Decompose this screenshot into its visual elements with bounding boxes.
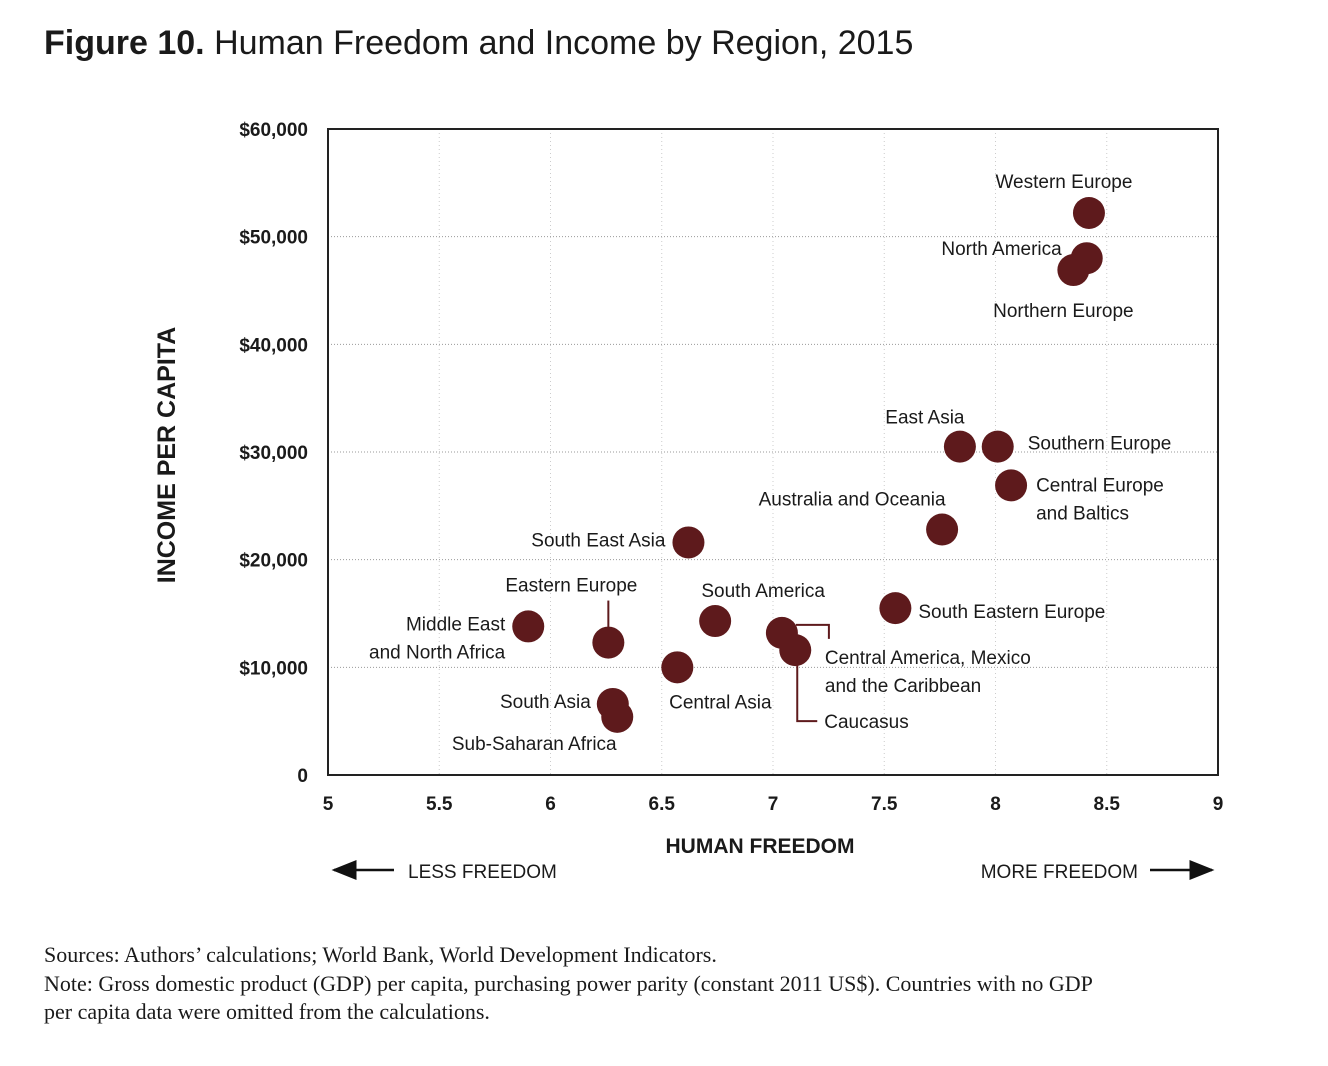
leader-line [796,662,818,723]
point-label: Central Europe [1036,475,1164,496]
point-label: Northern Europe [993,301,1133,322]
point-label: Australia and Oceania [759,490,946,511]
point [1057,254,1090,287]
point-label: South East Asia [531,530,666,551]
title-prefix: Figure 10. [44,24,205,62]
x-tick-label: 7 [768,794,779,815]
point [512,610,545,643]
x-axis-label: HUMAN FREEDOM [666,835,855,858]
point [926,513,959,546]
point-label: South America [701,581,825,602]
point [601,700,634,733]
chart-title: Figure 10. Human Freedom and Income by R… [44,24,913,62]
annotation: LESS FREEDOM [408,862,557,883]
y-tick-label: $40,000 [239,335,308,356]
plot-frame [327,128,1219,776]
point [943,430,976,463]
leader-line [795,623,830,639]
point [779,634,812,667]
x-tick-label: 7.5 [871,794,898,815]
point [661,651,694,684]
title-text: Human Freedom and Income by Region, 2015 [214,24,913,62]
point-label: Central Asia [669,692,772,713]
x-tick-label: 6 [545,794,556,815]
point [981,430,1014,463]
x-tick-label: 5.5 [426,794,453,815]
note: per capita data were omitted from the ca… [44,999,490,1024]
point-label: South Eastern Europe [918,602,1105,623]
point [592,626,625,659]
point-label: and the Caribbean [825,676,981,697]
point [995,469,1028,502]
point [672,526,705,559]
y-tick-label: $10,000 [239,658,308,679]
point-label: Central America, Mexico [825,648,1031,669]
y-tick-label: $30,000 [239,443,308,464]
point [1072,196,1105,229]
point-label: Southern Europe [1028,434,1172,455]
annotation: MORE FREEDOM [981,862,1138,883]
y-tick-label: $50,000 [239,228,308,249]
point-label: East Asia [885,408,965,429]
note: Note: Gross domestic product (GDP) per c… [44,971,1093,996]
point [879,592,912,625]
point-label: Western Europe [995,172,1132,193]
point-label: and North Africa [369,642,506,663]
y-tick-label: $20,000 [239,551,308,572]
point-label: Sub-Saharan Africa [452,734,617,755]
x-tick-label: 5 [323,794,334,815]
y-tick-label: 0 [297,766,308,787]
x-tick-label: 9 [1213,794,1224,815]
x-tick-label: 6.5 [649,794,676,815]
point-label: North America [941,239,1062,260]
y-tick-label: $60,000 [239,120,308,141]
point-label: Caucasus [824,712,909,733]
point-label: Middle East [406,614,506,635]
sources: Sources: Authors’ calculations; World Ba… [44,942,717,967]
x-tick-label: 8.5 [1094,794,1121,815]
point [699,605,732,638]
y-axis-label: INCOME PER CAPITA [153,327,181,584]
x-tick-label: 8 [990,794,1001,815]
point-label: Eastern Europe [505,576,637,597]
point-label: and Baltics [1036,503,1129,524]
point-label: South Asia [500,692,591,713]
